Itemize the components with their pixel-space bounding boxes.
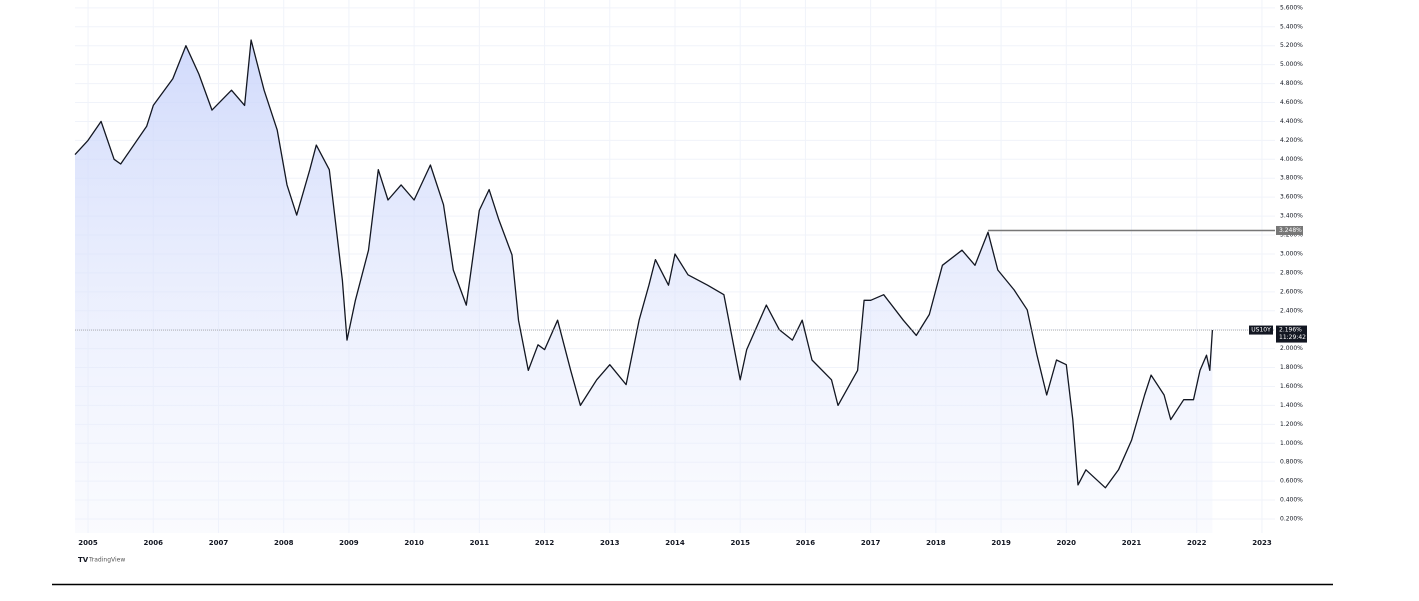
area: [75, 40, 1213, 533]
y-tick-label: 3.000%: [1280, 250, 1303, 257]
x-tick-label: 2023: [1252, 539, 1272, 547]
y-tick-label: 5.000%: [1280, 61, 1303, 68]
x-tick-label: 2006: [144, 539, 164, 547]
y-tick-label: 2.000%: [1280, 345, 1303, 352]
y-tick-label: 0.200%: [1280, 515, 1303, 522]
x-tick-label: 2012: [535, 539, 555, 547]
y-tick-label: 2.400%: [1280, 307, 1303, 314]
line: [74, 39, 1214, 489]
logo: TV: [78, 556, 89, 564]
x-tick-label: 2013: [600, 539, 620, 547]
high-label: 3.248%: [1279, 227, 1302, 234]
y-tick-label: 4.200%: [1280, 137, 1303, 144]
y-tick-label: 5.600%: [1280, 4, 1303, 11]
time-label: 11:29:42: [1279, 334, 1306, 341]
x-tick-label: 2007: [209, 539, 229, 547]
y-tick-label: 2.800%: [1280, 269, 1303, 276]
y-tick-label: 4.600%: [1280, 99, 1303, 106]
high-tag: [1276, 225, 1303, 235]
x-tick-label: 2017: [861, 539, 881, 547]
x-tick-label: 2015: [730, 539, 750, 547]
y-tick-label: 1.800%: [1280, 364, 1303, 371]
y-tick-label: 0.800%: [1280, 459, 1303, 466]
y-tick-label: 1.200%: [1280, 421, 1303, 428]
y-tick-label: 0.400%: [1280, 497, 1303, 504]
watermark: TradingView: [88, 557, 125, 564]
x-tick-label: 2022: [1187, 539, 1207, 547]
y-tick-label: 4.400%: [1280, 118, 1303, 125]
y-tick-label: 3.200%: [1280, 232, 1303, 239]
x-tick-label: 2010: [404, 539, 424, 547]
x-tick-label: 2009: [339, 539, 359, 547]
y-tick-label: 1.600%: [1280, 383, 1303, 390]
symbol-label: US10Y: [1251, 327, 1271, 334]
plot: [74, 0, 1275, 533]
x-tick-label: 2011: [470, 539, 490, 547]
y-tick-label: 4.800%: [1280, 80, 1303, 87]
y-tick-label: 0.600%: [1280, 478, 1303, 485]
x-tick-label: 2021: [1122, 539, 1142, 547]
x-tick-label: 2008: [274, 539, 294, 547]
y-tick-label: 5.200%: [1280, 42, 1303, 49]
x-tick-label: 2019: [991, 539, 1011, 547]
y-tick-label: 2.600%: [1280, 288, 1303, 295]
symbol-tag: [1249, 325, 1273, 335]
price-tag: [1276, 325, 1307, 343]
y-tick-label: 3.800%: [1280, 175, 1303, 182]
x-tick-label: 2016: [796, 539, 816, 547]
x-tick-label: 2018: [926, 539, 946, 547]
y-tick-label: 5.400%: [1280, 23, 1303, 30]
y-tick-label: 3.400%: [1280, 213, 1303, 220]
y-tick-label: 4.000%: [1280, 156, 1303, 163]
svg-text:TV: TV: [78, 556, 89, 564]
y-tick-label: 1.000%: [1280, 440, 1303, 447]
price-label: 2.196%: [1279, 327, 1302, 334]
y-tick-label: 1.400%: [1280, 402, 1303, 409]
x-tick-label: 2020: [1057, 539, 1077, 547]
x-tick-label: 2005: [78, 539, 98, 547]
y-tick-label: 3.600%: [1280, 194, 1303, 201]
x-tick-label: 2014: [665, 539, 685, 547]
